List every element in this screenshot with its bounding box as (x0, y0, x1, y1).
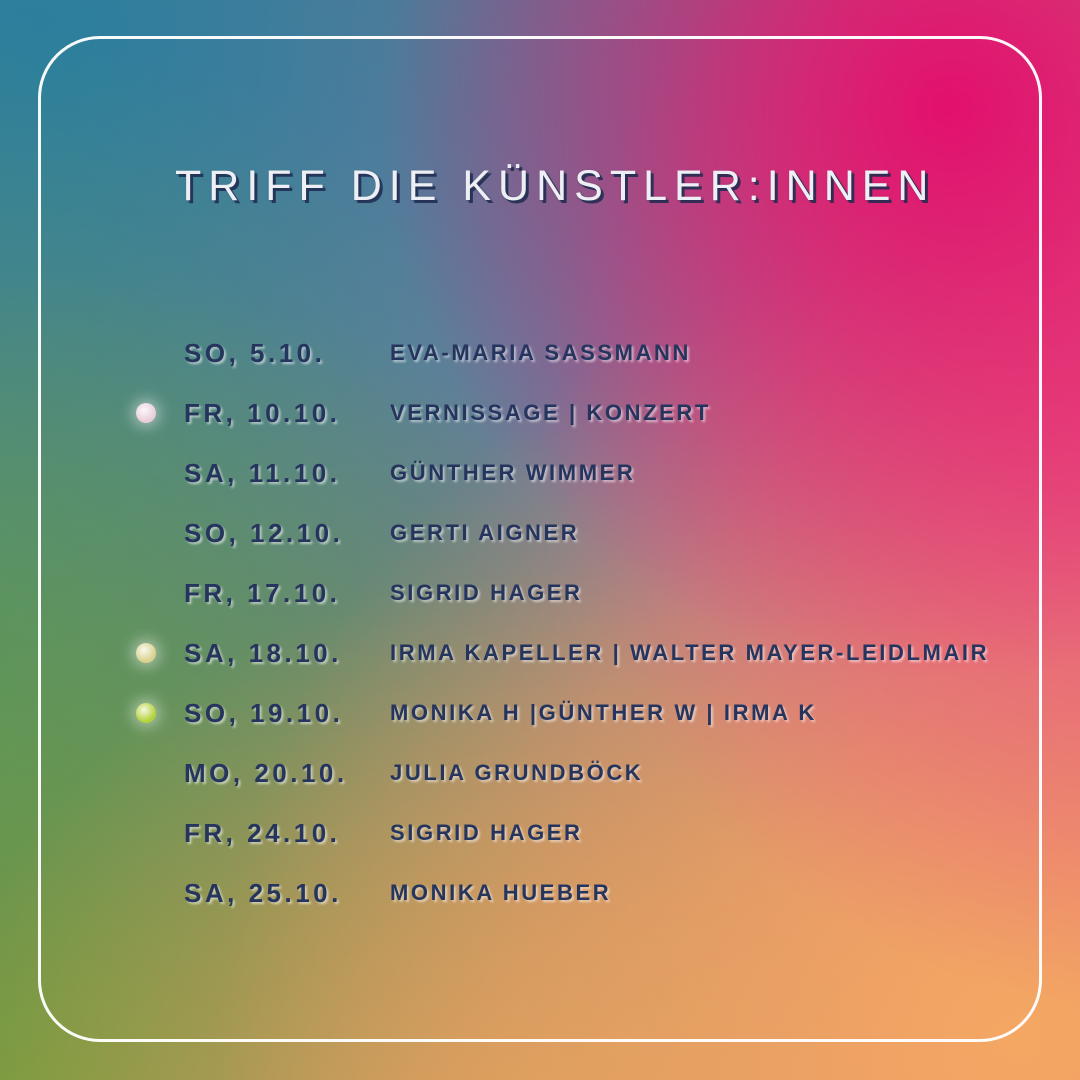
event-artist: EVA-MARIA SASSMANN (390, 340, 692, 365)
event-artist: JULIA GRUNDBÖCK (390, 760, 644, 785)
event-artist: SIGRID HAGER (390, 820, 583, 845)
schedule-row: SO, 19.10. MONIKA H |GÜNTHER W | IRMA K (136, 683, 1020, 743)
event-date: SA, 18.10. (184, 637, 342, 668)
schedule-row: SA, 25.10. MONIKA HUEBER (136, 863, 1020, 923)
green-dot-icon (136, 703, 156, 723)
schedule-list: SO, 5.10. EVA-MARIA SASSMANN FR, 10.10. VER… (136, 323, 1020, 923)
yellow-dot-icon (136, 643, 156, 663)
event-date: FR, 17.10. (184, 577, 341, 608)
schedule-row: SA, 11.10. GÜNTHER WIMMER (136, 443, 1020, 503)
schedule-row: SO, 5.10. EVA-MARIA SASSMANN (136, 323, 1020, 383)
event-date: SO, 19.10. (184, 697, 344, 728)
event-date: FR, 10.10. (184, 397, 341, 428)
event-artist: MONIKA HUEBER (390, 880, 612, 905)
event-artist: SIGRID HAGER (390, 580, 583, 605)
event-date: SO, 12.10. (184, 517, 344, 548)
event-artist: MONIKA H |GÜNTHER W | IRMA K (390, 700, 817, 725)
event-date: MO, 20.10. (184, 757, 348, 788)
event-date: SO, 5.10. (184, 337, 326, 368)
event-artist: GÜNTHER WIMMER (390, 460, 636, 485)
poster-title: TRIFF DIE KÜNSTLER:INNEN (175, 162, 936, 210)
event-artist: IRMA KAPELLER | WALTER MAYER-LEIDLMAIR (390, 640, 990, 665)
schedule-row: FR, 10.10. VERNISSAGE | KONZERT (136, 383, 1020, 443)
event-artist: GERTI AIGNER (390, 520, 580, 545)
pink-dot-icon (136, 403, 156, 423)
event-artist: VERNISSAGE | KONZERT (390, 400, 711, 425)
event-date: SA, 25.10. (184, 877, 342, 908)
schedule-row: MO, 20.10. JULIA GRUNDBÖCK (136, 743, 1020, 803)
schedule-row: FR, 24.10. SIGRID HAGER (136, 803, 1020, 863)
event-date: FR, 24.10. (184, 817, 341, 848)
schedule-row: SA, 18.10. IRMA KAPELLER | WALTER MAYER-L… (136, 623, 1020, 683)
schedule-row: FR, 17.10. SIGRID HAGER (136, 563, 1020, 623)
event-date: SA, 11.10. (184, 457, 341, 488)
schedule-row: SO, 12.10. GERTI AIGNER (136, 503, 1020, 563)
